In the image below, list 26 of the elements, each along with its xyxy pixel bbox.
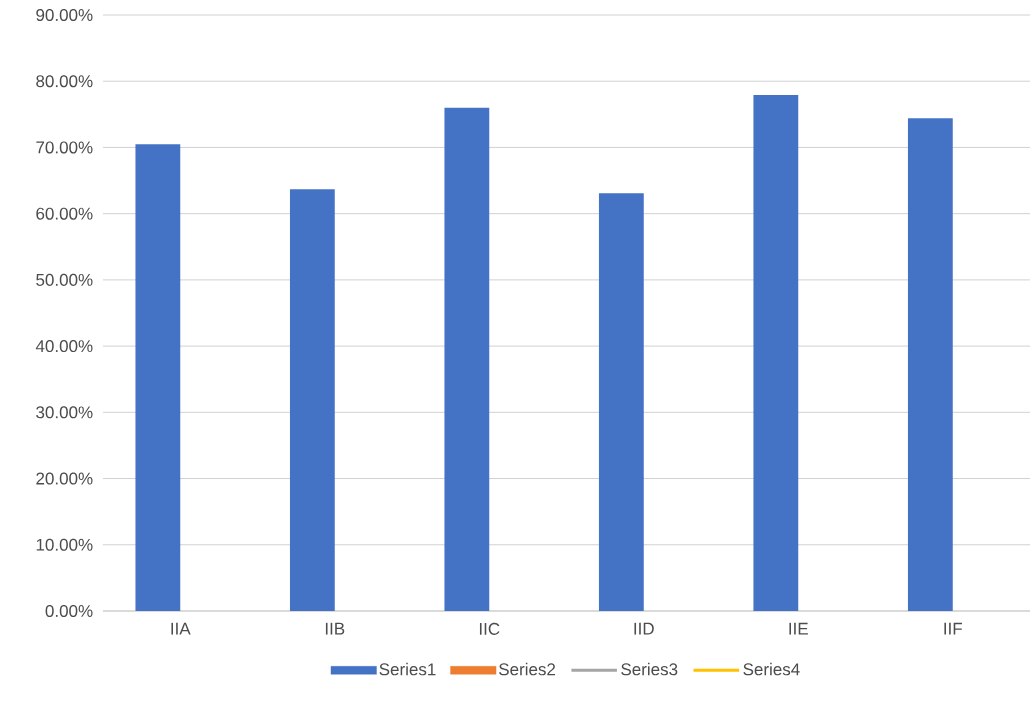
- bar: [753, 95, 799, 611]
- y-tick-label: 30.00%: [36, 406, 93, 419]
- y-tick-label: 80.00%: [36, 75, 93, 88]
- y-tick-label: 60.00%: [36, 207, 93, 220]
- bar: [907, 118, 953, 611]
- x-tick-label: IIA: [171, 622, 191, 635]
- y-tick-label: 40.00%: [35, 340, 93, 353]
- y-tick-label: 90.00%: [36, 8, 93, 22]
- x-tick-label: IIF: [944, 622, 962, 635]
- y-tick-label: 70.00%: [36, 141, 93, 154]
- bar: [598, 193, 644, 611]
- y-tick-label: 0.00%: [45, 604, 93, 618]
- bar: [289, 189, 335, 611]
- bar: [135, 144, 181, 611]
- x-tick-label: IIE: [789, 622, 808, 635]
- y-tick-label: 50.00%: [36, 273, 93, 286]
- legend-label: Series4: [743, 662, 800, 676]
- y-tick-label: 10.00%: [36, 538, 93, 551]
- legend-label: Series2: [499, 662, 556, 676]
- legend-label: Series1: [379, 662, 436, 676]
- x-tick-label: IIB: [325, 622, 345, 635]
- x-tick-label: IIC: [479, 622, 500, 635]
- y-tick-label: 20.00%: [36, 472, 93, 485]
- legend-label: Series3: [621, 662, 678, 676]
- x-tick-label: IID: [634, 622, 654, 635]
- bar: [444, 107, 490, 611]
